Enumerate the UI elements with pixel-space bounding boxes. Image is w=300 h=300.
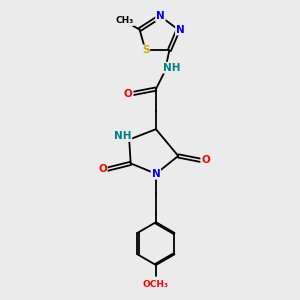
Text: N: N (176, 25, 185, 34)
Text: O: O (98, 164, 107, 174)
Text: NH: NH (114, 131, 131, 141)
Text: O: O (201, 155, 210, 165)
Text: NH: NH (163, 63, 180, 73)
Text: OCH₃: OCH₃ (143, 280, 169, 289)
Text: N: N (156, 11, 165, 21)
Text: S: S (142, 45, 149, 56)
Text: O: O (124, 88, 133, 98)
Text: CH₃: CH₃ (115, 16, 133, 25)
Text: N: N (152, 169, 160, 179)
